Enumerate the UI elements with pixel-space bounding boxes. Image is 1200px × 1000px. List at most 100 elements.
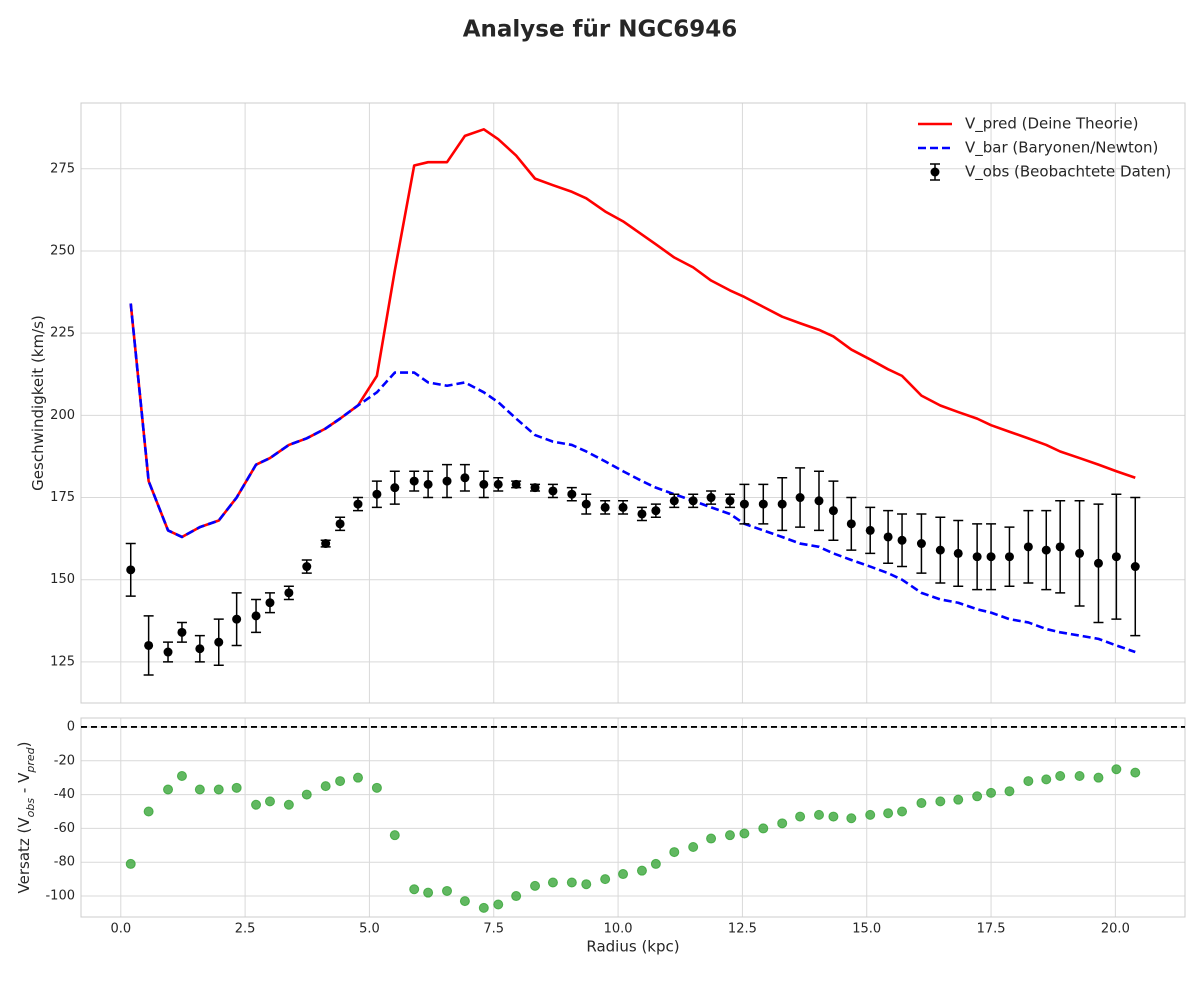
data-point — [725, 496, 735, 506]
data-point — [637, 509, 647, 519]
data-point — [195, 644, 205, 654]
data-point — [897, 535, 907, 545]
data-point — [232, 614, 242, 624]
x-tick-label: 0.0 — [110, 922, 131, 937]
data-point — [321, 539, 331, 549]
residual-point — [389, 830, 400, 841]
data-point — [972, 552, 982, 562]
residual-point — [547, 877, 558, 888]
residual-point — [1074, 770, 1085, 781]
residual-point — [972, 791, 983, 802]
data-point — [460, 473, 470, 483]
x-tick-label: 15.0 — [852, 922, 881, 937]
data-point — [883, 532, 893, 542]
residual-point — [669, 847, 680, 858]
residual-point — [176, 770, 187, 781]
data-point — [372, 489, 382, 499]
residual-point — [478, 902, 489, 913]
data-point — [777, 499, 787, 509]
y-tick-label: 275 — [50, 161, 75, 176]
residual-point — [916, 798, 927, 809]
residual-point — [706, 833, 717, 844]
residual-point — [371, 782, 382, 793]
y-tick-label: 150 — [50, 572, 75, 587]
residual-point — [758, 823, 769, 834]
data-point — [935, 545, 945, 555]
residual-point — [618, 869, 629, 880]
residual-point — [409, 884, 420, 895]
residual-point — [739, 828, 750, 839]
residual-point — [581, 879, 592, 890]
residual-point — [530, 880, 541, 891]
data-point — [846, 519, 856, 529]
data-point — [423, 479, 433, 489]
figure-title: Analyse für NGC6946 — [463, 17, 738, 43]
residual-point — [636, 865, 647, 876]
residual-point — [688, 842, 699, 853]
legend-label: V_obs (Beobachtete Daten) — [965, 163, 1171, 182]
data-point — [758, 499, 768, 509]
data-point — [1004, 552, 1014, 562]
y-tick-label: 250 — [50, 243, 75, 258]
y-tick-label: 225 — [50, 326, 75, 341]
y-tick-label: -40 — [54, 787, 75, 802]
residual-point — [953, 794, 964, 805]
y-tick-label: -100 — [45, 889, 75, 904]
residual-point — [1055, 770, 1066, 781]
x-axis-label: Radius (kpc) — [586, 938, 679, 956]
residual-point — [1041, 774, 1052, 785]
residual-point — [511, 891, 522, 902]
data-point — [251, 611, 261, 621]
series-line — [129, 303, 1136, 654]
data-point — [144, 640, 154, 650]
data-point — [1093, 558, 1103, 568]
data-point — [530, 483, 540, 493]
legend-label: V_bar (Baryonen/Newton) — [965, 139, 1158, 158]
residual-point — [1023, 776, 1034, 787]
data-point — [126, 565, 136, 575]
data-point — [335, 519, 345, 529]
residual-point — [194, 784, 205, 795]
y-axis-label: Versatz (Vobs - Vpred) — [15, 742, 37, 894]
residual-point — [320, 781, 331, 792]
data-point — [493, 479, 503, 489]
data-point — [706, 493, 716, 503]
residual-point — [566, 877, 577, 888]
x-tick-label: 10.0 — [604, 922, 633, 937]
data-point — [1111, 552, 1121, 562]
residual-point — [813, 809, 824, 820]
y-tick-label: 200 — [50, 408, 75, 423]
residual-point — [213, 784, 224, 795]
residual-point — [897, 806, 908, 817]
data-point — [177, 627, 187, 637]
data-point — [688, 496, 698, 506]
residual-point — [1111, 764, 1122, 775]
data-point — [1041, 545, 1051, 555]
data-point — [567, 489, 577, 499]
data-point — [214, 637, 224, 647]
data-point — [669, 496, 679, 506]
data-point — [548, 486, 558, 496]
data-point — [953, 548, 963, 558]
data-point — [163, 647, 173, 657]
data-point — [581, 499, 591, 509]
data-point — [600, 502, 610, 512]
residual-point — [865, 809, 876, 820]
data-point — [651, 506, 661, 516]
residual-point — [301, 789, 312, 800]
data-point — [865, 525, 875, 535]
residual-point — [163, 784, 174, 795]
data-point — [1075, 548, 1085, 558]
data-point — [1023, 542, 1033, 552]
data-point — [442, 476, 452, 486]
data-point — [795, 493, 805, 503]
data-point — [986, 552, 996, 562]
data-point — [814, 496, 824, 506]
residual-point — [335, 776, 346, 787]
data-point — [302, 562, 312, 572]
data-point — [1130, 562, 1140, 572]
residual-point — [143, 806, 154, 817]
residual-point — [1130, 767, 1141, 778]
